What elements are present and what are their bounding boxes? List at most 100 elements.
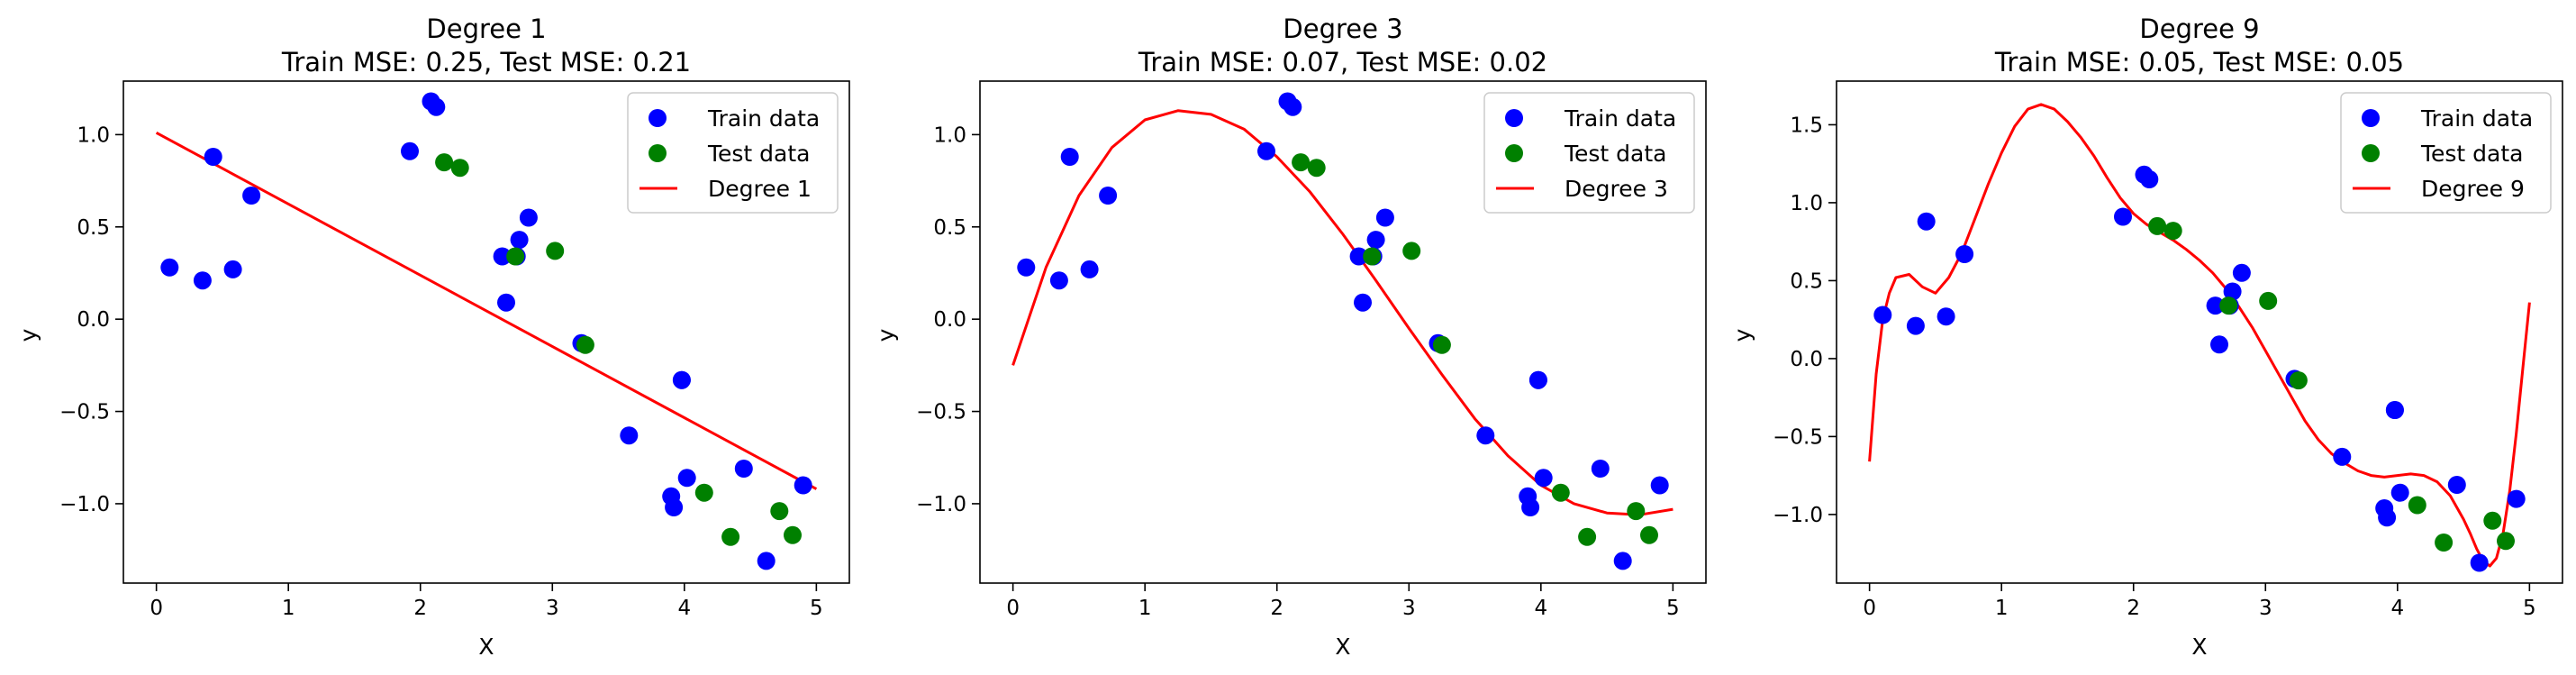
test-point xyxy=(2483,511,2502,530)
data-points xyxy=(1873,165,2526,572)
test-point xyxy=(2163,222,2182,241)
train-point xyxy=(497,293,515,312)
x-tick-label: 3 xyxy=(546,597,559,620)
test-point xyxy=(784,525,802,544)
legend-test-label: Test data xyxy=(707,141,811,167)
y-tick-label: 0.0 xyxy=(933,308,966,332)
train-point xyxy=(2385,401,2404,419)
legend-test-label: Test data xyxy=(2420,141,2524,167)
train-point xyxy=(1375,208,1394,227)
y-tick-label: 0.0 xyxy=(1790,348,1823,371)
train-point xyxy=(1613,552,1632,570)
y-tick-label: 0.5 xyxy=(77,216,110,240)
train-point xyxy=(2206,296,2225,315)
x-tick-label: 2 xyxy=(1270,597,1283,620)
train-point xyxy=(242,187,261,205)
subplot-subtitle: Train MSE: 0.07, Test MSE: 0.02 xyxy=(1138,47,1547,78)
x-axis-label: X xyxy=(1335,634,1350,660)
subplot-subtitle: Train MSE: 0.05, Test MSE: 0.05 xyxy=(1994,47,2404,78)
x-tick-label: 5 xyxy=(810,597,823,620)
legend-test-marker xyxy=(1505,144,1523,162)
y-tick-label: 1.0 xyxy=(1790,192,1823,215)
y-tick-label: −1.0 xyxy=(916,493,966,516)
subplot-title: Degree 3 xyxy=(1283,14,1402,44)
x-tick-label: 0 xyxy=(1006,597,1020,620)
y-tick-label: −1.0 xyxy=(59,493,110,516)
train-point xyxy=(2447,476,2466,494)
train-point xyxy=(1937,307,1955,326)
train-point xyxy=(1060,148,1079,166)
test-point xyxy=(1432,335,1451,354)
legend-test-marker xyxy=(649,144,667,162)
train-point xyxy=(519,208,538,227)
test-point xyxy=(1627,502,1646,521)
train-point xyxy=(1528,370,1547,389)
train-point xyxy=(1650,476,1669,495)
test-point xyxy=(2497,532,2515,551)
test-point xyxy=(435,153,454,172)
y-tick-label: −0.5 xyxy=(916,401,966,424)
train-point xyxy=(1366,231,1385,250)
test-point xyxy=(1640,525,1658,544)
y-axis-label: y xyxy=(873,328,899,342)
train-point xyxy=(672,370,691,389)
train-point xyxy=(204,148,222,166)
subplot-title: Degree 9 xyxy=(2139,14,2259,44)
legend-fit-label: Degree 3 xyxy=(1565,176,1668,202)
train-point xyxy=(2378,508,2397,527)
fit-line xyxy=(1868,103,2531,568)
legend-train-label: Train data xyxy=(1564,105,1676,132)
test-point xyxy=(450,159,469,178)
legend-train-marker xyxy=(649,109,667,127)
train-point xyxy=(1257,141,1275,160)
test-point xyxy=(1292,153,1311,172)
y-tick-label: 1.0 xyxy=(77,123,110,147)
train-point xyxy=(1099,187,1118,205)
train-point xyxy=(2390,483,2409,502)
plot-frame xyxy=(979,80,1707,584)
legend-test-label: Test data xyxy=(1564,141,1667,167)
train-point xyxy=(1906,316,1925,335)
subplot-degree-9: Degree 9 Train MSE: 0.05, Test MSE: 0.05… xyxy=(1729,14,2563,660)
train-point xyxy=(427,97,446,116)
test-point xyxy=(506,247,525,266)
data-points xyxy=(1017,92,1669,570)
legend-train-label: Train data xyxy=(707,105,820,132)
y-tick-label: 0.5 xyxy=(933,216,966,240)
train-point xyxy=(223,260,242,278)
x-tick-label: 5 xyxy=(1666,597,1680,620)
legend-box xyxy=(627,92,839,214)
train-point xyxy=(2223,282,2242,301)
train-point xyxy=(1080,260,1099,278)
fit-curve xyxy=(155,131,818,490)
x-axis-label: X xyxy=(478,634,494,660)
test-point xyxy=(2408,496,2426,515)
y-tick-label: −0.5 xyxy=(59,401,110,424)
train-point xyxy=(510,231,529,250)
train-point xyxy=(2114,207,2132,226)
train-point xyxy=(665,498,684,516)
y-tick-label: −1.0 xyxy=(1773,504,1823,527)
legend-fit-label: Degree 9 xyxy=(2421,176,2525,202)
x-tick-label: 2 xyxy=(413,597,427,620)
x-tick-label: 1 xyxy=(282,597,295,620)
test-point xyxy=(694,483,713,502)
x-axis-label: X xyxy=(2191,634,2207,660)
test-point xyxy=(546,242,565,260)
legend-train-marker xyxy=(2362,109,2380,127)
x-tick-label: 3 xyxy=(1402,597,1416,620)
x-tick-label: 0 xyxy=(1863,597,1876,620)
axis-ticks: 0 1 2 3 4 5 −1.0 −0.5 0.0 0.5 1.0 xyxy=(916,123,1680,620)
x-tick-label: 2 xyxy=(2127,597,2140,620)
x-tick-label: 4 xyxy=(1534,597,1547,620)
y-tick-label: 1.5 xyxy=(1790,114,1823,137)
legend: Train data Test data Degree 3 xyxy=(1483,92,1695,214)
x-tick-label: 4 xyxy=(677,597,691,620)
train-point xyxy=(1591,460,1610,478)
train-point xyxy=(1049,271,1068,290)
train-point xyxy=(1476,426,1495,445)
train-point xyxy=(493,247,512,266)
fit-line xyxy=(155,131,818,490)
train-point xyxy=(160,258,179,277)
subplot-subtitle: Train MSE: 0.25, Test MSE: 0.21 xyxy=(281,47,691,78)
